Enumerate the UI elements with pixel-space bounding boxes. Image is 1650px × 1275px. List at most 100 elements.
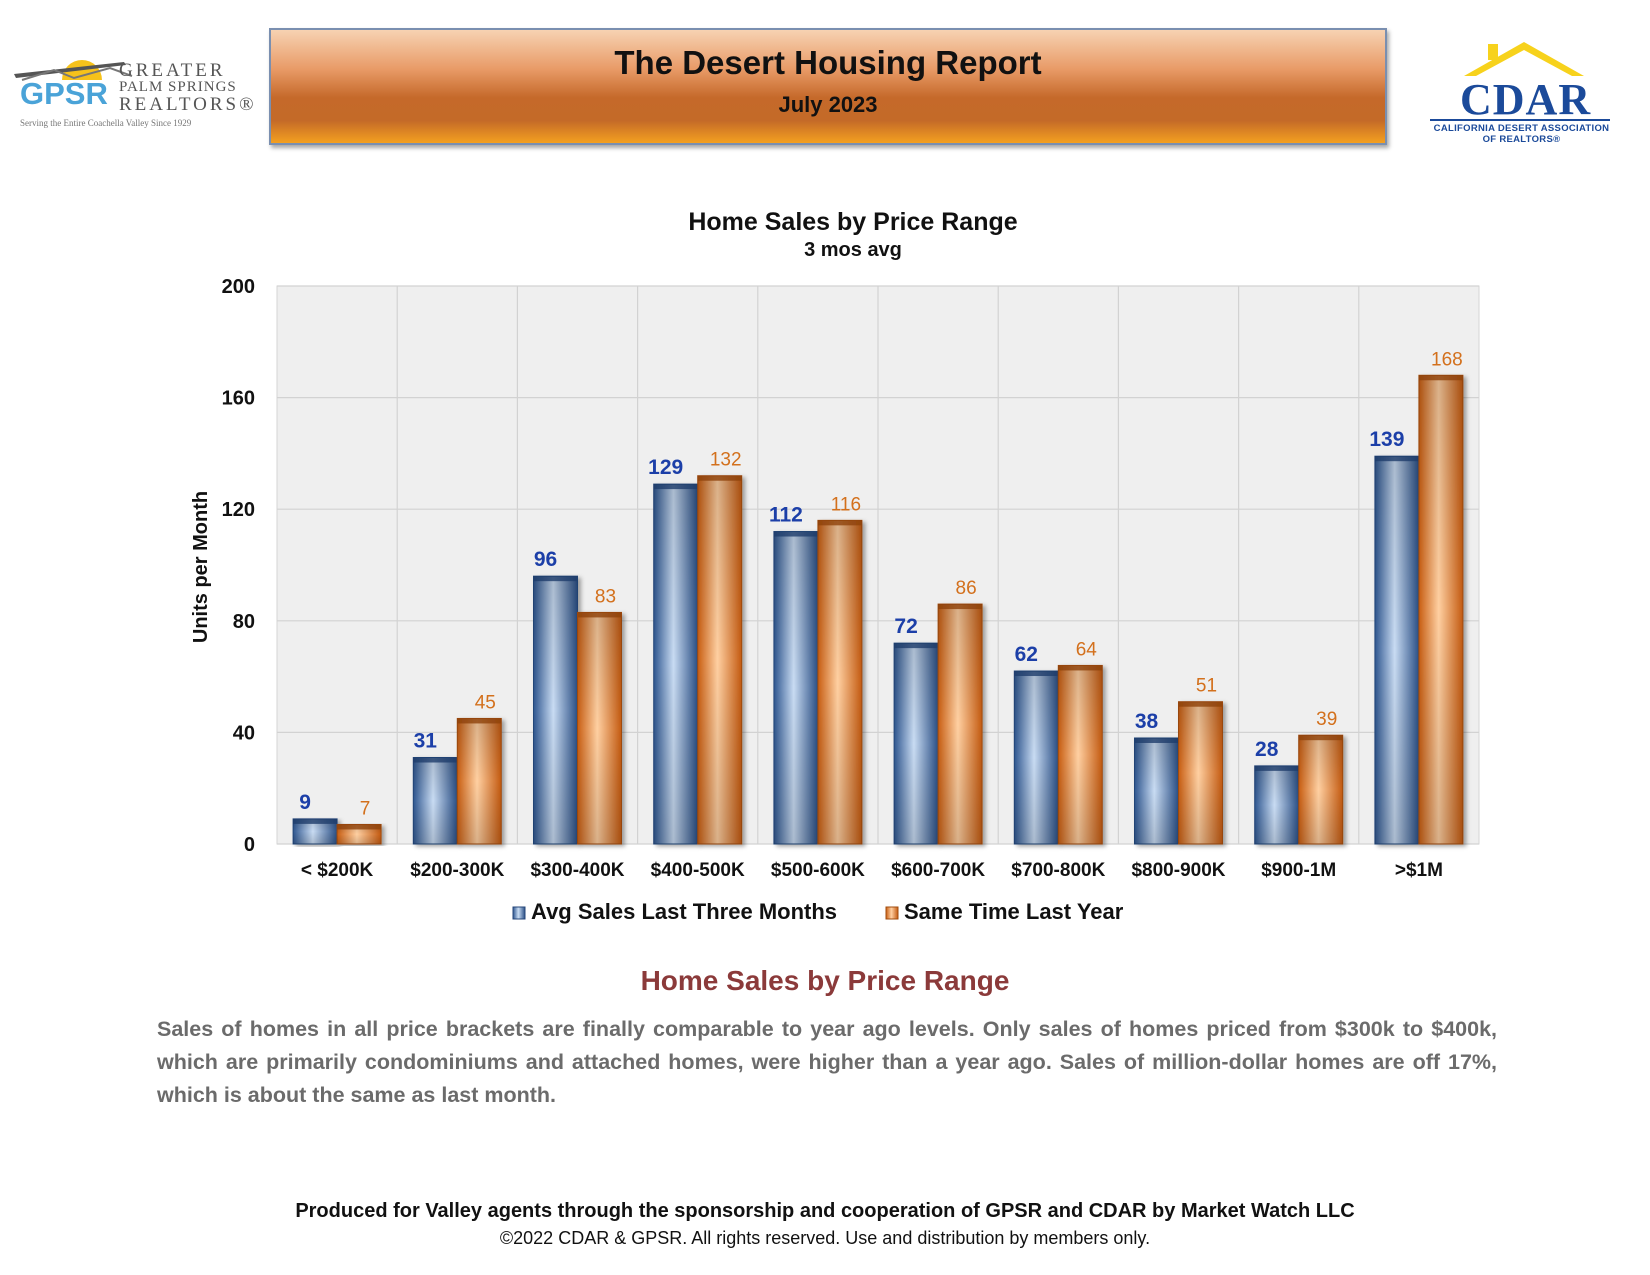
cdar-name-line2: OF REALTORS® xyxy=(1482,134,1561,145)
footer-copyright: ©2022 CDAR & GPSR. All rights reserved. … xyxy=(499,1228,1151,1248)
x-tick-label: $600-700K xyxy=(891,860,985,881)
bar-cap xyxy=(533,576,578,582)
data-label: 129 xyxy=(648,456,683,479)
bar-avg-three-months xyxy=(1254,765,1300,845)
footer-credit: Produced for Valley agents through the s… xyxy=(295,1200,1355,1222)
legend-swatch-avg xyxy=(512,906,526,920)
legend-swatch-last-year xyxy=(885,906,899,920)
home-sales-chart: Home Sales by Price Range 3 mos avg 0 40 8… xyxy=(0,190,1650,930)
bar-shade xyxy=(533,576,578,844)
chart-title: Home Sales by Price Range xyxy=(688,208,1017,236)
bar-cap xyxy=(457,718,502,724)
house-roof-icon xyxy=(1464,42,1584,76)
cdar-rule xyxy=(1430,119,1610,121)
bar-cap xyxy=(293,818,338,824)
cdar-name-line1: CALIFORNIA DESERT ASSOCIATION xyxy=(1433,123,1610,134)
data-label: 7 xyxy=(360,798,371,819)
x-tick-label: $900-1M xyxy=(1261,860,1336,881)
data-label: 45 xyxy=(475,692,496,713)
bar-shade xyxy=(1298,735,1343,844)
bar-last-year xyxy=(817,519,863,845)
bar-cap xyxy=(894,643,939,649)
bar-cap xyxy=(1418,375,1463,381)
x-tick-label: $700-800K xyxy=(1011,860,1105,881)
data-label: 64 xyxy=(1076,639,1098,660)
bar-cap xyxy=(697,475,742,481)
bar-shade xyxy=(938,604,983,844)
chart-legend: Avg Sales Last Three Months Same Time Las… xyxy=(512,899,1124,924)
sunrise-icon xyxy=(14,60,133,81)
bar-shade xyxy=(577,612,622,844)
plot-area: 0 40 80 120 160 200 9 7 < $200K 31 45 $200-300K 96 83… xyxy=(222,276,1480,881)
bar-cap xyxy=(773,531,818,537)
y-tick-label: 40 xyxy=(233,722,255,744)
cdar-abbr: CDAR xyxy=(1460,75,1592,124)
gpsr-abbr: GPSR xyxy=(20,76,108,111)
gpsr-line1: GREATER xyxy=(119,60,226,81)
gpsr-name: GREATER PALM SPRINGS REALTORS® xyxy=(119,60,257,114)
bar-avg-three-months xyxy=(893,642,939,845)
y-tick-label: 0 xyxy=(244,834,255,856)
gpsr-logo: GPSR GREATER PALM SPRINGS REALTORS® Serv… xyxy=(14,50,254,132)
bar-avg-three-months xyxy=(653,483,699,845)
x-tick-label: < $200K xyxy=(301,860,374,881)
data-label: 116 xyxy=(831,494,861,515)
data-label: 9 xyxy=(299,791,311,814)
bar-avg-three-months xyxy=(412,757,458,845)
bar-shade xyxy=(1058,665,1103,844)
bar-last-year xyxy=(697,475,743,845)
bar-cap xyxy=(1014,671,1059,677)
x-tick-label: $800-900K xyxy=(1131,860,1225,881)
x-tick-label: >$1M xyxy=(1395,860,1443,881)
y-tick-label: 120 xyxy=(222,499,255,521)
data-label: 132 xyxy=(710,450,742,471)
bar-avg-three-months xyxy=(533,575,578,845)
commentary-heading: Home Sales by Price Range xyxy=(640,965,1010,996)
bar-cap xyxy=(577,612,622,618)
bar-last-year xyxy=(1057,664,1103,845)
data-label: 139 xyxy=(1369,428,1404,451)
bar-cap xyxy=(1374,456,1419,462)
data-label: 86 xyxy=(956,578,977,599)
bar-shade xyxy=(1134,737,1179,844)
x-tick-label: $500-600K xyxy=(771,860,865,881)
x-tick-label: $200-300K xyxy=(410,860,504,881)
bar-shade xyxy=(697,475,742,844)
bar-last-year xyxy=(456,717,502,845)
legend-label-avg: Avg Sales Last Three Months xyxy=(531,899,837,924)
bar-shade xyxy=(413,757,458,844)
bar-cap xyxy=(337,824,382,830)
data-label: 72 xyxy=(894,615,917,638)
bar-last-year xyxy=(1418,374,1464,845)
bar-avg-three-months xyxy=(1013,670,1059,845)
bar-cap xyxy=(1178,701,1223,707)
bar-shade xyxy=(894,643,939,844)
bar-cap xyxy=(1058,665,1103,671)
bar-cap xyxy=(938,604,983,610)
report-date: July 2023 xyxy=(778,92,878,117)
y-axis-label: Units per Month xyxy=(190,491,212,643)
bar-shade xyxy=(457,718,502,844)
data-label: 39 xyxy=(1316,709,1337,730)
data-label: 38 xyxy=(1135,710,1159,733)
bar-last-year xyxy=(336,823,382,845)
bar-cap xyxy=(653,484,698,490)
bar-shade xyxy=(773,531,818,844)
commentary-body: Sales of homes in all price brackets are… xyxy=(157,1017,1497,1107)
bar-shade xyxy=(817,520,862,844)
bar-shade xyxy=(1418,375,1463,844)
bar-last-year xyxy=(1178,701,1223,845)
legend-label-last-year: Same Time Last Year xyxy=(904,899,1124,924)
gpsr-tagline: Serving the Entire Coachella Valley Sinc… xyxy=(20,118,192,128)
report-title: The Desert Housing Report xyxy=(614,44,1042,81)
bar-avg-three-months xyxy=(1374,455,1420,845)
bar-last-year xyxy=(937,603,983,845)
bar-cap xyxy=(817,520,862,526)
chart-subtitle: 3 mos avg xyxy=(804,239,902,261)
data-label: 112 xyxy=(769,504,803,527)
data-label: 31 xyxy=(414,730,438,753)
bar-shade xyxy=(1254,765,1299,844)
bar-cap xyxy=(1298,735,1343,741)
bar-avg-three-months xyxy=(773,531,819,845)
data-label: 83 xyxy=(595,586,616,607)
